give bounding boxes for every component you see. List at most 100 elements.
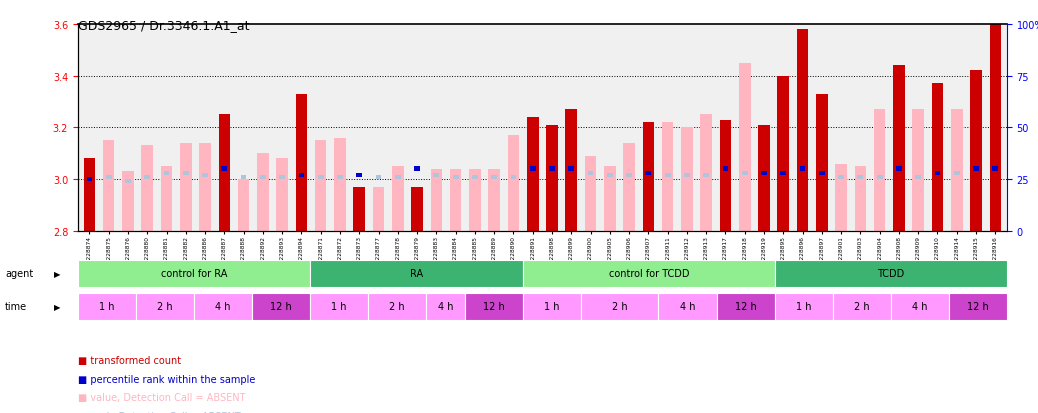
Bar xyxy=(739,64,750,231)
Bar xyxy=(276,159,288,231)
Text: 4 h: 4 h xyxy=(912,301,928,312)
Bar xyxy=(774,293,832,320)
Bar xyxy=(623,144,635,231)
Bar xyxy=(202,173,208,178)
Bar xyxy=(643,123,654,231)
Bar xyxy=(607,173,612,178)
Bar xyxy=(310,293,368,320)
Bar xyxy=(719,120,731,231)
Text: control for RA: control for RA xyxy=(161,268,227,279)
Bar xyxy=(896,167,902,172)
Bar xyxy=(681,128,692,231)
Bar xyxy=(758,126,770,231)
Text: 2 h: 2 h xyxy=(389,301,405,312)
Bar xyxy=(854,167,866,231)
Bar xyxy=(581,293,658,320)
Bar xyxy=(701,115,712,231)
Bar xyxy=(337,175,343,180)
Bar xyxy=(194,293,252,320)
Bar xyxy=(164,171,169,176)
Bar xyxy=(106,175,111,180)
Bar xyxy=(183,171,189,176)
Bar xyxy=(704,173,709,178)
Bar xyxy=(781,171,786,176)
Bar xyxy=(219,115,230,231)
Bar xyxy=(934,171,940,176)
Text: 4 h: 4 h xyxy=(215,301,230,312)
Bar xyxy=(716,293,774,320)
Bar xyxy=(523,260,774,287)
Text: control for TCDD: control for TCDD xyxy=(608,268,689,279)
Bar xyxy=(916,175,921,180)
Bar xyxy=(449,169,462,231)
Bar xyxy=(646,171,651,176)
Bar xyxy=(434,173,439,178)
Text: 2 h: 2 h xyxy=(157,301,172,312)
Bar xyxy=(299,173,304,178)
Bar xyxy=(774,260,1007,287)
Text: 12 h: 12 h xyxy=(270,301,292,312)
Bar xyxy=(334,138,346,231)
Bar xyxy=(161,167,172,231)
Bar xyxy=(491,175,497,180)
Bar xyxy=(722,167,729,172)
Bar xyxy=(839,175,844,180)
Bar xyxy=(658,293,716,320)
Bar xyxy=(799,167,805,172)
Bar xyxy=(527,118,539,231)
Text: ■ value, Detection Call = ABSENT: ■ value, Detection Call = ABSENT xyxy=(78,392,245,402)
Bar xyxy=(489,169,500,231)
Bar xyxy=(992,167,999,172)
Bar xyxy=(199,144,211,231)
Text: 4 h: 4 h xyxy=(680,301,695,312)
Bar xyxy=(523,293,581,320)
Bar xyxy=(549,167,555,172)
Bar xyxy=(971,71,982,231)
Text: time: time xyxy=(5,301,27,312)
Bar xyxy=(144,175,151,180)
Bar xyxy=(684,173,690,178)
Bar xyxy=(893,66,905,231)
Text: RA: RA xyxy=(410,268,424,279)
Text: ■ rank, Detection Call = ABSENT: ■ rank, Detection Call = ABSENT xyxy=(78,411,241,413)
Bar xyxy=(857,175,864,180)
Bar xyxy=(310,260,523,287)
Text: 1 h: 1 h xyxy=(544,301,559,312)
Bar xyxy=(912,110,924,231)
Text: ■ percentile rank within the sample: ■ percentile rank within the sample xyxy=(78,374,255,384)
Bar xyxy=(664,173,671,178)
Text: 12 h: 12 h xyxy=(483,301,504,312)
Bar xyxy=(238,180,249,231)
Bar xyxy=(394,175,401,180)
Bar xyxy=(742,171,747,176)
Bar xyxy=(78,293,136,320)
Bar xyxy=(260,175,266,180)
Text: 1 h: 1 h xyxy=(331,301,347,312)
Bar xyxy=(932,84,944,231)
Bar xyxy=(84,159,95,231)
Bar xyxy=(761,171,767,176)
Bar xyxy=(427,293,465,320)
Bar xyxy=(296,95,307,231)
Bar xyxy=(974,167,979,172)
Text: GDS2965 / Dr.3346.1.A1_at: GDS2965 / Dr.3346.1.A1_at xyxy=(78,19,249,31)
Text: 12 h: 12 h xyxy=(967,301,989,312)
Bar xyxy=(816,95,827,231)
Bar xyxy=(431,169,442,231)
Bar xyxy=(529,167,536,172)
Bar xyxy=(546,126,557,231)
Bar xyxy=(318,175,324,180)
Bar xyxy=(472,175,477,180)
Bar xyxy=(453,175,459,180)
Bar xyxy=(469,169,481,231)
Bar xyxy=(874,110,885,231)
Text: ▶: ▶ xyxy=(54,269,60,278)
Bar xyxy=(836,164,847,231)
Bar xyxy=(136,293,194,320)
Bar xyxy=(257,154,269,231)
Text: TCDD: TCDD xyxy=(877,268,904,279)
Text: 1 h: 1 h xyxy=(796,301,812,312)
Text: 1 h: 1 h xyxy=(100,301,114,312)
Bar xyxy=(949,293,1007,320)
Bar xyxy=(566,110,577,231)
